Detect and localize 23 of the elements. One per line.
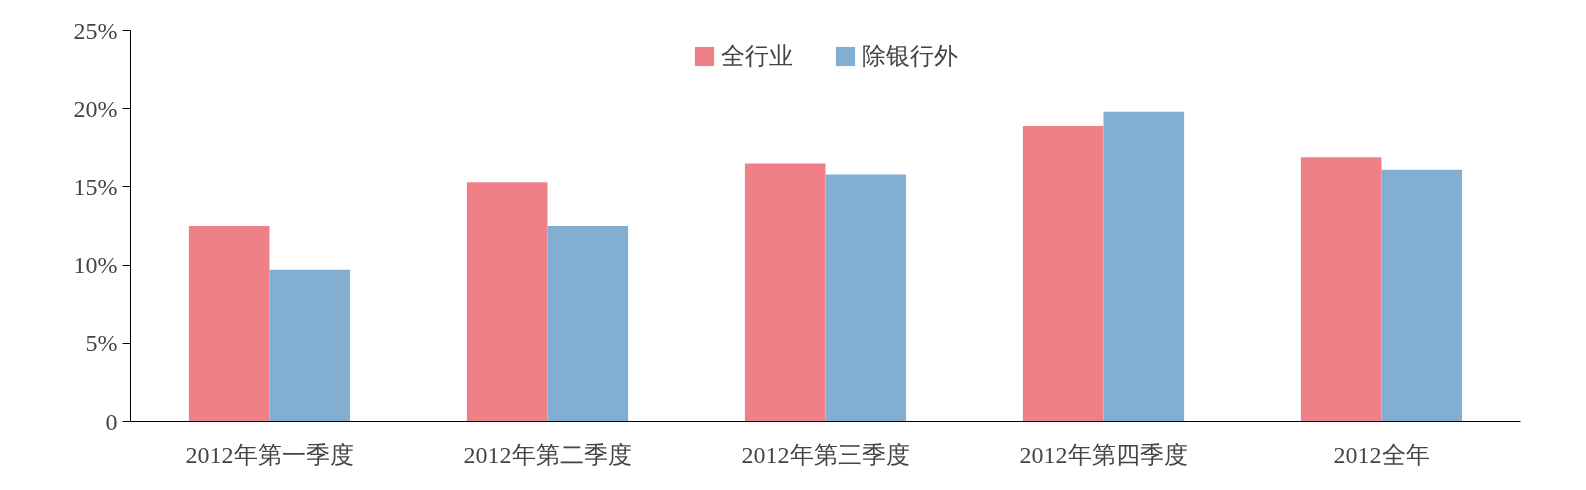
y-tick-label: 5%	[85, 330, 118, 357]
y-tick-label: 25%	[73, 17, 118, 44]
bar	[269, 269, 351, 422]
bar	[1022, 125, 1104, 422]
y-tick-label: 10%	[73, 252, 118, 279]
bar	[188, 226, 270, 422]
x-tick-label: 2012年第三季度	[741, 441, 910, 468]
legend-label: 全行业	[721, 42, 793, 71]
x-tick-label: 2012年第一季度	[185, 441, 354, 468]
bar	[1103, 111, 1185, 422]
x-tick-label: 2012年第二季度	[463, 441, 632, 468]
bar	[825, 174, 907, 422]
legend-label: 除银行外	[862, 42, 958, 71]
y-tick-label: 15%	[73, 173, 118, 200]
x-tick-label: 2012年第四季度	[1019, 441, 1188, 468]
bar	[1300, 157, 1382, 422]
x-tick-label: 2012全年	[1333, 441, 1430, 468]
y-tick-label: 20%	[73, 95, 118, 122]
bar	[547, 226, 629, 422]
bar	[744, 163, 826, 422]
bar	[466, 182, 548, 422]
y-tick-label: 0	[105, 408, 118, 435]
bar	[1381, 169, 1463, 422]
